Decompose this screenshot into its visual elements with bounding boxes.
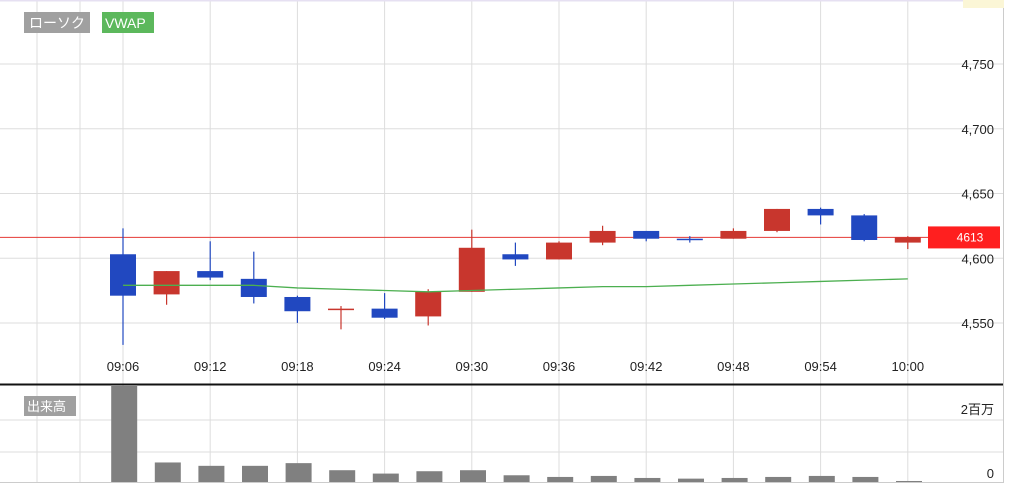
chart-frame — [0, 0, 1004, 483]
candle — [894, 236, 921, 250]
volume-bar — [285, 463, 312, 482]
candle-body — [546, 242, 572, 260]
candle-body — [197, 271, 224, 278]
candle-body — [676, 238, 703, 241]
volume-bar — [503, 475, 530, 482]
candle — [284, 295, 311, 323]
vwap-legend-label: VWAP — [105, 15, 146, 31]
candle-body — [415, 291, 442, 317]
candle — [546, 241, 572, 260]
candle — [371, 293, 398, 319]
corner-tab — [963, 0, 1004, 8]
candle — [110, 228, 136, 345]
time-tick-label: 09:18 — [281, 359, 314, 374]
volume-bar — [896, 480, 922, 482]
candles-legend-label: ローソク — [29, 15, 85, 31]
candle — [197, 241, 224, 281]
time-axis-labels: 09:06 09:12 09:18 09:24 09:30 09:36 09:42 09:48… — [107, 359, 924, 374]
price-grid — [0, 0, 1004, 384]
candle — [458, 229, 485, 292]
volume-bar — [678, 478, 704, 482]
volume-panel-badge: 出来高 — [24, 396, 76, 416]
volume-bar — [198, 465, 225, 482]
candle — [589, 225, 616, 246]
volume-bar — [460, 470, 486, 482]
price-tick-label: 4,650 — [961, 187, 994, 202]
time-tick-label: 09:48 — [717, 359, 750, 374]
time-tick-label: 09:12 — [194, 359, 227, 374]
vwap-line — [123, 278, 908, 293]
volume-bars — [111, 386, 922, 482]
candle-body — [110, 254, 136, 296]
price-tick-label: 4,700 — [961, 122, 994, 137]
candle-body — [502, 254, 529, 260]
volume-bar — [372, 473, 399, 482]
volume-bar — [590, 475, 617, 482]
candle-body — [240, 278, 267, 297]
candle-body — [894, 237, 921, 243]
price-axis-labels: 4,550 4,600 4,650 4,700 4,750 — [961, 57, 994, 331]
candle-body — [589, 230, 616, 243]
time-tick-label: 09:06 — [107, 359, 140, 374]
vwap-series — [123, 278, 908, 293]
candle — [764, 208, 790, 233]
candle-body — [807, 208, 834, 216]
candle — [153, 271, 180, 305]
candle-body — [764, 208, 790, 231]
volume-bar — [329, 470, 356, 482]
volume-bar — [242, 465, 268, 482]
volume-tick-label: 0 — [987, 466, 994, 481]
candle — [807, 207, 834, 225]
price-tick-label: 4,550 — [961, 316, 994, 331]
volume-bar — [808, 475, 835, 482]
candle-body — [633, 230, 660, 239]
vwap-legend-badge[interactable]: VWAP — [102, 12, 154, 33]
volume-bar — [765, 476, 792, 482]
time-tick-label: 09:42 — [630, 359, 663, 374]
current-price-tag: 4613 — [928, 226, 1000, 249]
candle — [328, 306, 354, 330]
volume-bar — [416, 471, 443, 482]
volume-axis-labels: 2百万 0 — [961, 402, 994, 481]
volume-bar — [721, 477, 748, 482]
time-tick-label: 10:00 — [892, 359, 925, 374]
volume-bar — [634, 477, 661, 482]
candlesticks — [110, 207, 921, 345]
candle-body — [328, 308, 354, 311]
time-tick-label: 09:54 — [804, 359, 837, 374]
price-tick-label: 4,750 — [961, 57, 994, 72]
volume-bar — [852, 476, 879, 482]
candle — [851, 214, 878, 242]
candle-body — [720, 230, 747, 239]
candle — [633, 230, 660, 242]
candle — [720, 228, 747, 239]
volume-bar — [154, 462, 181, 482]
current-price-value: 4613 — [957, 230, 984, 244]
candles-legend-badge[interactable]: ローソク — [24, 12, 90, 33]
volume-bar — [111, 386, 138, 482]
volume-tick-label: 2百万 — [961, 402, 994, 417]
candle — [415, 289, 442, 326]
candle — [502, 242, 529, 266]
candle-body — [284, 296, 311, 312]
time-tick-label: 09:36 — [543, 359, 576, 374]
candle — [676, 236, 703, 243]
candle — [240, 251, 267, 304]
time-tick-label: 09:30 — [456, 359, 489, 374]
candle-body — [851, 215, 878, 241]
volume-grid — [0, 385, 1004, 482]
volume-panel-label: 出来高 — [27, 399, 66, 414]
price-tick-label: 4,600 — [961, 251, 994, 266]
candle-body — [458, 247, 485, 292]
candle-body — [153, 271, 180, 295]
candle-body — [371, 308, 398, 318]
time-tick-label: 09:24 — [368, 359, 401, 374]
volume-bar — [547, 476, 574, 482]
